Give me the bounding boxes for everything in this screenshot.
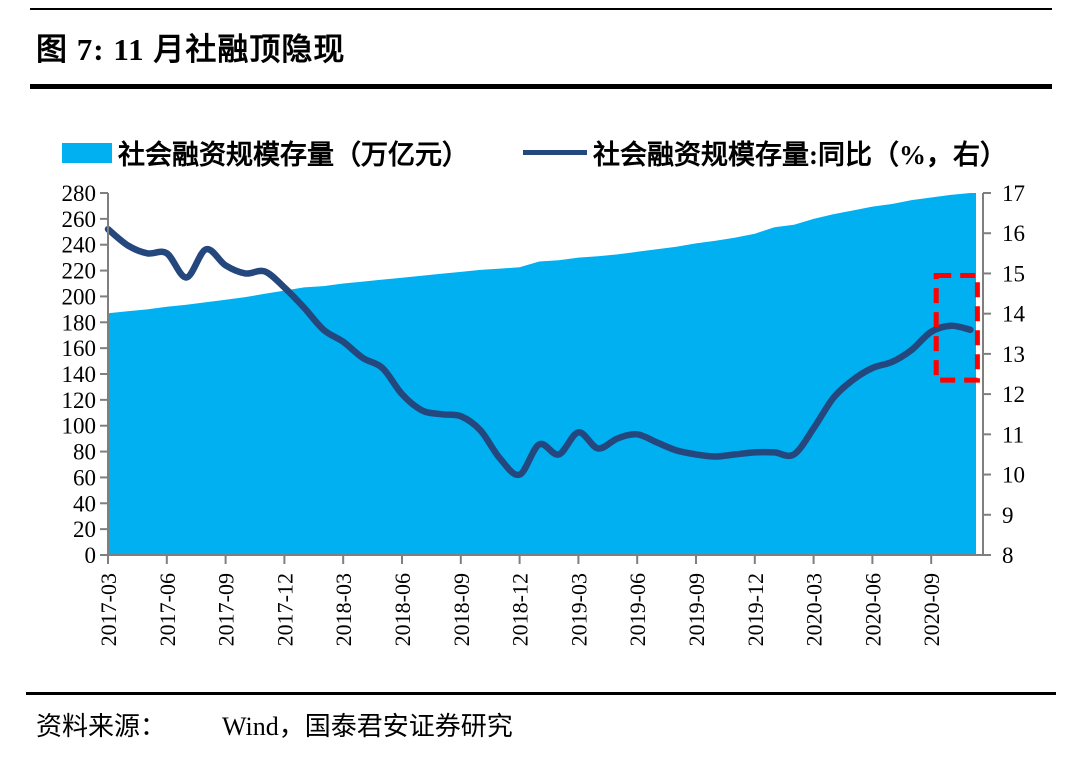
- left-tick-label: 120: [62, 388, 97, 413]
- left-tick-label: 200: [62, 284, 97, 309]
- x-tick-label: 2017-12: [272, 573, 297, 646]
- left-tick-label: 180: [62, 310, 97, 335]
- title-underline-rule: [30, 84, 1052, 89]
- x-tick-label: 2019-03: [566, 573, 591, 646]
- chart-legend: 社会融资规模存量（万亿元） 社会融资规模存量:同比（%，右）: [62, 133, 1007, 172]
- right-tick-label: 10: [1002, 463, 1025, 488]
- right-tick-label: 17: [1002, 181, 1025, 206]
- x-tick-label: 2017-09: [214, 573, 239, 646]
- right-tick-label: 15: [1002, 261, 1025, 286]
- right-tick-label: 16: [1002, 221, 1025, 246]
- right-tick-label: 8: [1002, 543, 1014, 568]
- right-tick-label: 13: [1002, 342, 1025, 367]
- left-tick-label: 100: [62, 414, 97, 439]
- x-tick-label: 2020-06: [860, 573, 885, 646]
- x-tick-label: 2019-12: [743, 573, 768, 646]
- left-tick-label: 140: [62, 362, 97, 387]
- left-tick-label: 160: [62, 336, 97, 361]
- top-rule: [30, 8, 1052, 10]
- right-tick-label: 14: [1002, 302, 1026, 327]
- source-label: 资料来源：: [36, 712, 167, 741]
- legend-line-label: 社会融资规模存量:同比（%，右）: [593, 140, 1007, 170]
- source-text: Wind，国泰君安证券研究: [222, 712, 513, 741]
- line-swatch-icon: [523, 150, 587, 155]
- source-note: 资料来源： Wind，国泰君安证券研究: [36, 706, 513, 743]
- x-tick-label: 2018-03: [331, 573, 356, 646]
- figure-title: 图 7: 11 月社融顶隐现: [36, 32, 346, 67]
- left-tick-label: 60: [73, 465, 96, 490]
- left-tick-label: 240: [62, 233, 97, 258]
- source-rule: [26, 692, 1056, 695]
- right-tick-label: 9: [1002, 503, 1014, 528]
- x-tick-label: 2019-09: [684, 573, 709, 646]
- legend-item-line: 社会融资规模存量:同比（%，右）: [523, 133, 1007, 172]
- right-tick-label: 12: [1002, 382, 1025, 407]
- x-tick-label: 2018-12: [508, 573, 533, 646]
- x-tick-label: 2019-06: [625, 573, 650, 646]
- area-series: [108, 193, 976, 555]
- left-tick-label: 260: [62, 207, 97, 232]
- left-tick-label: 280: [62, 181, 97, 206]
- x-tick-label: 2018-06: [390, 573, 415, 646]
- right-tick-label: 11: [1002, 422, 1024, 447]
- area-swatch-icon: [62, 142, 112, 163]
- x-tick-label: 2020-09: [919, 573, 944, 646]
- x-tick-label: 2018-09: [449, 573, 474, 646]
- x-tick-label: 2017-06: [155, 573, 180, 646]
- left-tick-label: 80: [73, 440, 96, 465]
- legend-item-area: 社会融资规模存量（万亿元）: [62, 133, 469, 172]
- x-tick-label: 2020-03: [802, 573, 827, 646]
- left-tick-label: 0: [85, 543, 97, 568]
- left-tick-label: 220: [62, 259, 97, 284]
- x-tick-label: 2017-03: [96, 573, 121, 646]
- left-tick-label: 20: [73, 517, 96, 542]
- yoy-line-series: [104, 225, 974, 479]
- legend-area-label: 社会融资规模存量（万亿元）: [118, 140, 469, 170]
- left-tick-label: 40: [73, 491, 96, 516]
